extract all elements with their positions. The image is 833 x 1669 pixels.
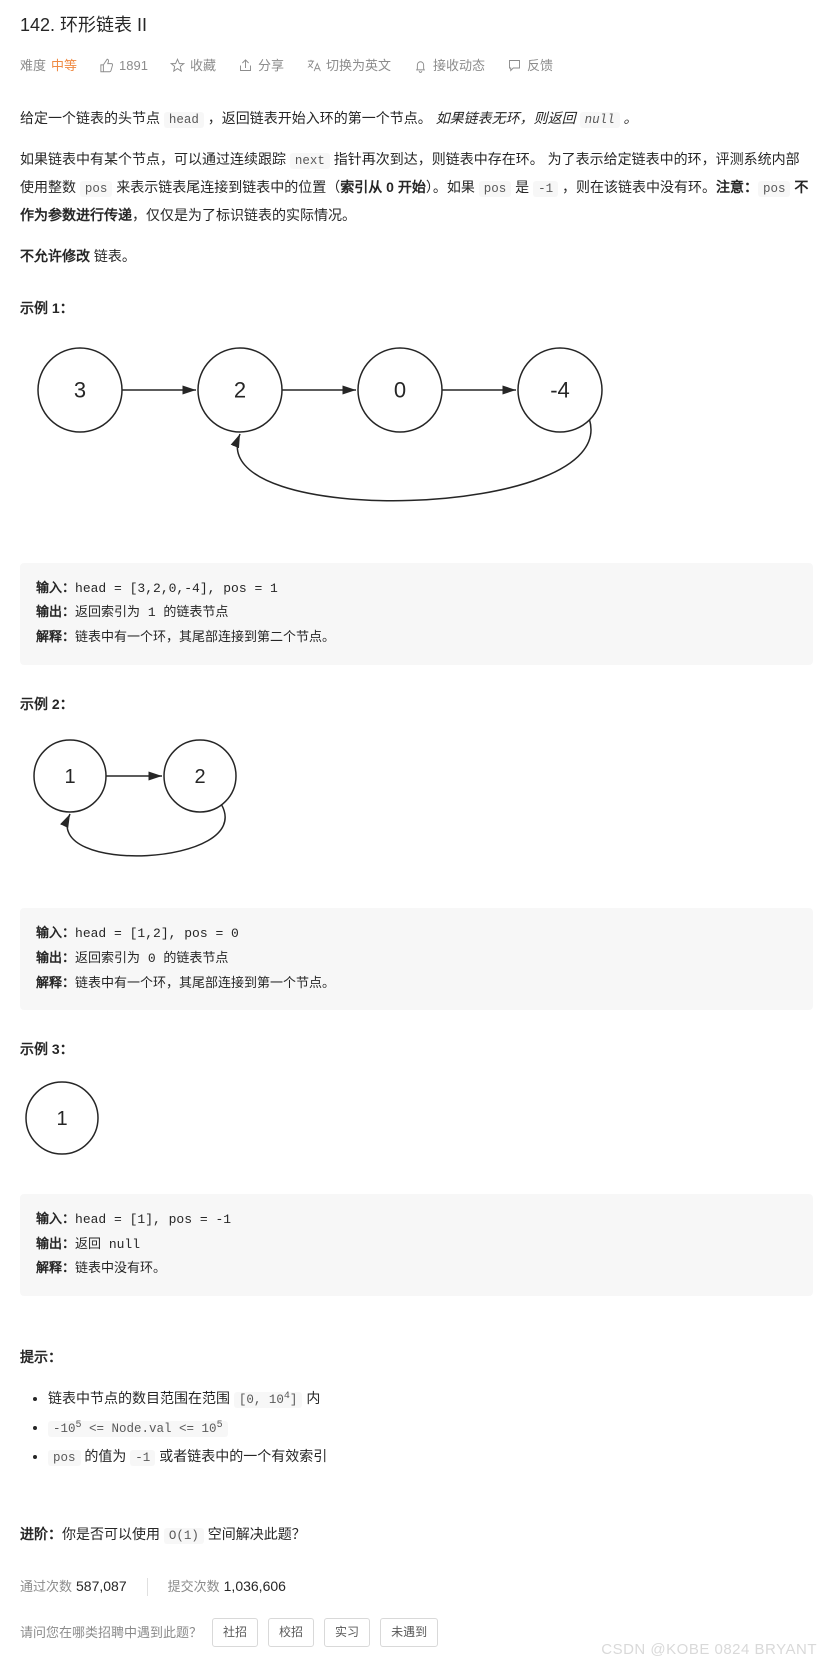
description-p1: 给定一个链表的头节点 head ，返回链表开始入环的第一个节点。 如果链表无环，… bbox=[20, 105, 813, 133]
feedback-label: 反馈 bbox=[527, 55, 553, 77]
svg-text:2: 2 bbox=[194, 766, 205, 788]
tag-question: 请问您在哪类招聘中遇到此题？ bbox=[20, 1622, 202, 1644]
switch-lang-label: 切换为英文 bbox=[326, 55, 391, 77]
thumbs-up-icon bbox=[99, 58, 114, 73]
svg-text:0: 0 bbox=[394, 378, 406, 403]
svg-text:2: 2 bbox=[234, 378, 246, 403]
stats-row: 通过次数587,087 提交次数1,036,606 bbox=[20, 1575, 813, 1599]
share-label: 分享 bbox=[258, 55, 284, 77]
example1-box: 输入：head = [3,2,0,-4], pos = 1 输出：返回索引为 1… bbox=[20, 563, 813, 665]
favorite-label: 收藏 bbox=[190, 55, 216, 77]
pass-count: 通过次数587,087 bbox=[20, 1575, 127, 1599]
svg-text:3: 3 bbox=[74, 378, 86, 403]
tag-option[interactable]: 社招 bbox=[212, 1618, 258, 1646]
receive-label: 接收动态 bbox=[433, 55, 485, 77]
switch-lang-button[interactable]: 切换为英文 bbox=[306, 55, 391, 77]
difficulty: 难度 中等 bbox=[20, 55, 77, 77]
problem-title: 142. 环形链表 II bbox=[20, 10, 813, 41]
hints-title: 提示： bbox=[20, 1346, 813, 1370]
example2-label: 示例 2： bbox=[20, 693, 813, 717]
svg-text:1: 1 bbox=[64, 766, 75, 788]
hint-1: 链表中节点的数目范围在范围 [0, 104] 内 bbox=[48, 1384, 813, 1413]
star-icon bbox=[170, 58, 185, 73]
example3-box: 输入：head = [1], pos = -1 输出：返回 null 解释：链表… bbox=[20, 1194, 813, 1296]
example3-diagram: 1 bbox=[20, 1076, 813, 1174]
difficulty-value: 中等 bbox=[51, 55, 77, 77]
receive-button[interactable]: 接收动态 bbox=[413, 55, 485, 77]
tag-option[interactable]: 实习 bbox=[324, 1618, 370, 1646]
likes-button[interactable]: 1891 bbox=[99, 55, 148, 77]
example2-diagram: 12 bbox=[20, 731, 813, 889]
description-p2: 如果链表中有某个节点，可以通过连续跟踪 next 指针再次到达，则链表中存在环。… bbox=[20, 146, 813, 228]
hint-3: pos 的值为 -1 或者链表中的一个有效索引 bbox=[48, 1442, 813, 1471]
divider bbox=[147, 1578, 148, 1596]
feedback-button[interactable]: 反馈 bbox=[507, 55, 553, 77]
meta-bar: 难度 中等 1891 收藏 分享 切换为英文 接收动态 反馈 bbox=[20, 55, 813, 77]
example2-box: 输入：head = [1,2], pos = 0 输出：返回索引为 0 的链表节… bbox=[20, 908, 813, 1010]
feedback-icon bbox=[507, 58, 522, 73]
tag-option[interactable]: 校招 bbox=[268, 1618, 314, 1646]
example1-diagram: 3 2 0 -4 bbox=[20, 335, 813, 543]
tag-option[interactable]: 未遇到 bbox=[380, 1618, 438, 1646]
svg-text:-4: -4 bbox=[550, 378, 570, 403]
watermark: CSDN @KOBE 0824 BRYANT bbox=[601, 1637, 817, 1663]
hints-list: 链表中节点的数目范围在范围 [0, 104] 内 -105 <= Node.va… bbox=[20, 1384, 813, 1471]
svg-text:1: 1 bbox=[56, 1108, 67, 1130]
example1-label: 示例 1： bbox=[20, 297, 813, 321]
bell-icon bbox=[413, 58, 428, 73]
hint-2: -105 <= Node.val <= 105 bbox=[48, 1413, 813, 1442]
share-icon bbox=[238, 58, 253, 73]
difficulty-label: 难度 bbox=[20, 55, 46, 77]
share-button[interactable]: 分享 bbox=[238, 55, 284, 77]
description-p3: 不允许修改 链表。 bbox=[20, 243, 813, 270]
submit-count: 提交次数1,036,606 bbox=[168, 1575, 286, 1599]
translate-icon bbox=[306, 58, 321, 73]
favorite-button[interactable]: 收藏 bbox=[170, 55, 216, 77]
followup: 进阶：你是否可以使用 O(1) 空间解决此题？ bbox=[20, 1521, 813, 1549]
example3-label: 示例 3： bbox=[20, 1038, 813, 1062]
likes-count: 1891 bbox=[119, 55, 148, 77]
